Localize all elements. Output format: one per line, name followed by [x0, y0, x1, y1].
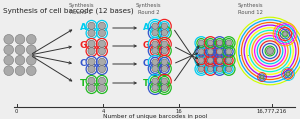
Circle shape: [286, 72, 290, 76]
Circle shape: [26, 45, 36, 55]
Circle shape: [226, 40, 232, 46]
Circle shape: [152, 30, 158, 36]
Text: Number of unique barcodes in pool: Number of unique barcodes in pool: [103, 114, 207, 119]
Circle shape: [98, 29, 106, 37]
Circle shape: [226, 57, 232, 63]
Circle shape: [152, 65, 158, 72]
Circle shape: [15, 45, 25, 55]
Circle shape: [161, 30, 168, 36]
Circle shape: [208, 49, 213, 55]
Circle shape: [88, 77, 95, 84]
Circle shape: [88, 29, 95, 37]
Circle shape: [98, 65, 106, 73]
Circle shape: [88, 22, 95, 29]
Circle shape: [26, 66, 36, 76]
Text: A: A: [143, 23, 149, 32]
Circle shape: [98, 40, 106, 47]
Text: 16,777,216: 16,777,216: [256, 109, 286, 114]
Circle shape: [15, 66, 25, 76]
Circle shape: [4, 45, 14, 55]
Circle shape: [26, 55, 36, 65]
Text: G: G: [79, 42, 87, 50]
Text: C: C: [80, 60, 86, 69]
Circle shape: [88, 58, 95, 65]
Text: Synthesis
Round 1: Synthesis Round 1: [68, 3, 94, 15]
Text: · · ·: · · ·: [230, 50, 250, 62]
Circle shape: [161, 84, 168, 91]
Circle shape: [88, 65, 95, 73]
Circle shape: [198, 57, 204, 63]
Text: C: C: [143, 60, 149, 69]
Circle shape: [217, 40, 223, 46]
Circle shape: [15, 55, 25, 65]
Circle shape: [152, 59, 158, 65]
Circle shape: [208, 66, 213, 72]
Text: 4: 4: [102, 109, 105, 114]
Circle shape: [217, 49, 223, 55]
Circle shape: [152, 84, 158, 91]
Circle shape: [152, 41, 158, 47]
Text: T: T: [143, 79, 149, 87]
Circle shape: [161, 41, 168, 47]
Circle shape: [4, 35, 14, 44]
Circle shape: [198, 49, 204, 55]
Circle shape: [217, 57, 223, 63]
Circle shape: [4, 66, 14, 76]
Circle shape: [4, 55, 14, 65]
Circle shape: [152, 78, 158, 84]
Circle shape: [198, 40, 204, 46]
Circle shape: [266, 47, 274, 55]
Circle shape: [226, 66, 232, 72]
Circle shape: [88, 40, 95, 47]
Circle shape: [88, 47, 95, 55]
Circle shape: [161, 59, 168, 65]
Circle shape: [161, 47, 168, 54]
Text: 0: 0: [15, 109, 18, 114]
Circle shape: [226, 49, 232, 55]
Circle shape: [98, 77, 106, 84]
Circle shape: [152, 23, 158, 29]
Circle shape: [283, 32, 287, 36]
Text: T: T: [80, 79, 86, 87]
Text: A: A: [80, 23, 86, 32]
Circle shape: [26, 35, 36, 44]
Circle shape: [161, 23, 168, 29]
Circle shape: [161, 78, 168, 84]
Circle shape: [152, 47, 158, 54]
Text: G: G: [142, 42, 149, 50]
Text: 16: 16: [175, 109, 182, 114]
Circle shape: [15, 35, 25, 44]
Circle shape: [98, 58, 106, 65]
Circle shape: [208, 57, 213, 63]
Circle shape: [88, 84, 95, 92]
Circle shape: [98, 84, 106, 92]
Circle shape: [261, 76, 263, 78]
Text: Synthesis
Round 2: Synthesis Round 2: [136, 3, 161, 15]
Text: Synthesis
Round 12: Synthesis Round 12: [238, 3, 263, 15]
Circle shape: [217, 66, 223, 72]
Circle shape: [161, 65, 168, 72]
Circle shape: [198, 66, 204, 72]
Circle shape: [98, 22, 106, 29]
Text: Synthesis of cell barcode (12 bases): Synthesis of cell barcode (12 bases): [3, 7, 134, 13]
Circle shape: [98, 47, 106, 55]
Circle shape: [208, 40, 213, 46]
